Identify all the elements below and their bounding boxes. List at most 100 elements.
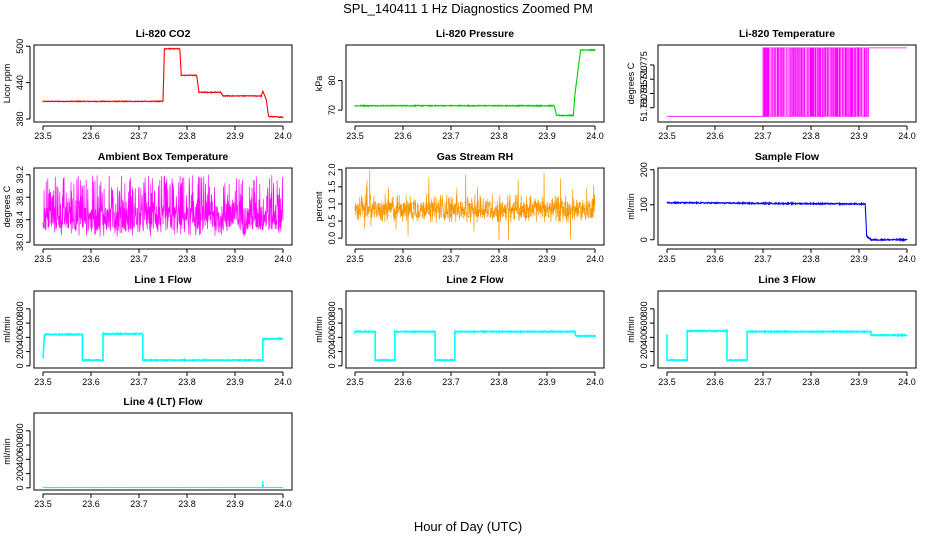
y-tick-label: 440 — [15, 75, 25, 90]
chart-panel: Line 2 Flow 23.5 23.6 23.7 23.8 23.9 24.0 0 2004… — [314, 274, 605, 387]
y-tick-label: 400 — [639, 330, 649, 345]
x-tick-label: 23.7 — [754, 131, 772, 141]
series-points — [355, 201, 596, 219]
y-tick-label: 200 — [639, 344, 649, 359]
series-group — [354, 48, 596, 118]
series-line — [42, 174, 284, 237]
x-tick-label: 23.7 — [130, 499, 148, 509]
y-axis-label: ml/min — [314, 316, 324, 343]
y-tick-label: 1.5 — [327, 181, 337, 194]
x-tick-label: 24.0 — [898, 377, 916, 387]
x-tick-label: 24.0 — [898, 254, 916, 264]
y-axis-label: degrees C — [2, 185, 12, 227]
x-tick-label: 23.8 — [802, 131, 820, 141]
x-tick-label: 23.9 — [538, 131, 556, 141]
y-tick-label: 500 — [15, 39, 25, 54]
y-tick-label: 51.760 — [639, 94, 649, 122]
x-tick-label: 23.7 — [130, 377, 148, 387]
series-group — [354, 329, 596, 363]
panel-title: Ambient Box Temperature — [98, 151, 229, 163]
y-tick-label: 38.4 — [15, 211, 25, 229]
y-tick-label: 800 — [15, 423, 25, 438]
y-tick-label: 800 — [327, 301, 337, 316]
x-tick-label: 23.8 — [490, 131, 508, 141]
x-tick-label: 23.7 — [130, 131, 148, 141]
y-tick-label: 200 — [15, 344, 25, 359]
panel-title: Li-820 Pressure — [436, 28, 514, 40]
x-tick-label: 23.8 — [802, 377, 820, 387]
figure-x-axis-label: Hour of Day (UTC) — [414, 519, 522, 534]
y-tick-label: 80 — [327, 76, 337, 86]
plot-frame — [33, 290, 293, 369]
x-tick-label: 23.8 — [490, 254, 508, 264]
y-axis-label: ml/min — [626, 316, 636, 343]
y-tick-label: 0.0 — [327, 232, 337, 245]
x-tick-label: 24.0 — [586, 254, 604, 264]
y-axis-label: ml/min — [626, 193, 636, 220]
x-tick-label: 23.8 — [178, 499, 196, 509]
y-tick-label: 100 — [639, 197, 649, 212]
figure-title: SPL_140411 1 Hz Diagnostics Zoomed PM — [343, 1, 593, 16]
y-tick-label: 51.765 — [639, 80, 649, 108]
plot-frame — [33, 412, 293, 491]
chart-panel: Ambient Box Temperature 23.5 23.6 23.7 23.8 2… — [2, 151, 293, 264]
y-axis-label: percent — [314, 191, 324, 222]
x-tick-label: 23.6 — [706, 131, 724, 141]
x-tick-label: 23.6 — [82, 377, 100, 387]
plot-frame — [33, 44, 293, 123]
chart-panel: Li-820 Temperature 23.5 23.6 23.7 23.8 23.9 24… — [626, 28, 917, 141]
series-line — [354, 170, 596, 241]
x-tick-label: 23.6 — [82, 254, 100, 264]
x-tick-label: 23.5 — [34, 131, 52, 141]
panel-title: Line 2 Flow — [446, 274, 504, 286]
y-tick-label: 0.5 — [327, 215, 337, 228]
series-group — [354, 170, 596, 241]
y-axis-label: Licor ppm — [2, 64, 12, 104]
x-tick-label: 23.7 — [130, 254, 148, 264]
chart-panel: Line 1 Flow 23.5 23.6 23.7 23.8 23.9 24.0 0 2004… — [2, 274, 293, 387]
x-tick-label: 23.9 — [226, 499, 244, 509]
x-tick-label: 23.6 — [394, 377, 412, 387]
panel-title: Li-820 Temperature — [739, 28, 835, 40]
chart-panel: Line 4 (LT) Flow 23.5 23.6 23.7 23.8 23.9 24.0… — [2, 396, 293, 509]
chart-panel: Li-820 Pressure 23.5 23.6 23.7 23.8 23.9 24.0 7… — [314, 28, 605, 141]
x-tick-label: 24.0 — [274, 254, 292, 264]
y-tick-label: 51.775 — [639, 51, 649, 79]
y-tick-label: 39.2 — [15, 166, 25, 184]
y-tick-label: 0 — [15, 485, 25, 490]
chart-panel: Sample Flow 23.5 23.6 23.7 23.8 23.9 24.0 0 100 2… — [626, 151, 917, 264]
x-tick-label: 23.5 — [346, 131, 364, 141]
chart-panel: Gas Stream RH 23.5 23.6 23.7 23.8 23.9 24.0 0.0… — [314, 151, 605, 264]
y-tick-label: 400 — [15, 452, 25, 467]
x-tick-label: 23.7 — [442, 377, 460, 387]
plot-frame — [345, 44, 605, 123]
x-tick-label: 23.7 — [754, 377, 772, 387]
series-line — [354, 329, 596, 363]
y-tick-label: 400 — [15, 330, 25, 345]
panel-title: Gas Stream RH — [437, 151, 513, 163]
series-line — [354, 48, 596, 118]
panel-title: Sample Flow — [755, 151, 820, 163]
x-tick-label: 23.8 — [802, 254, 820, 264]
y-axis-label: degrees C — [626, 62, 636, 104]
plot-frame — [345, 167, 605, 246]
series-group — [666, 200, 908, 243]
y-tick-label: 380 — [15, 111, 25, 126]
y-tick-label: 200 — [327, 344, 337, 359]
x-tick-label: 23.6 — [394, 131, 412, 141]
y-axis-label: ml/min — [2, 316, 12, 343]
panel-title: Li-820 CO2 — [136, 28, 191, 40]
y-tick-label: 600 — [15, 316, 25, 331]
y-tick-label: 800 — [639, 301, 649, 316]
panel-title: Line 4 (LT) Flow — [123, 396, 203, 408]
x-tick-label: 23.6 — [82, 131, 100, 141]
chart-panel: Line 3 Flow 23.5 23.6 23.7 23.8 23.9 24.0 0 2004… — [626, 274, 917, 387]
x-tick-label: 23.6 — [394, 254, 412, 264]
y-tick-label: 2.0 — [327, 163, 337, 176]
y-tick-label: 0 — [327, 363, 337, 368]
y-tick-label: 38.0 — [15, 233, 25, 251]
x-tick-label: 23.5 — [346, 254, 364, 264]
x-tick-label: 24.0 — [586, 377, 604, 387]
x-tick-label: 24.0 — [586, 131, 604, 141]
